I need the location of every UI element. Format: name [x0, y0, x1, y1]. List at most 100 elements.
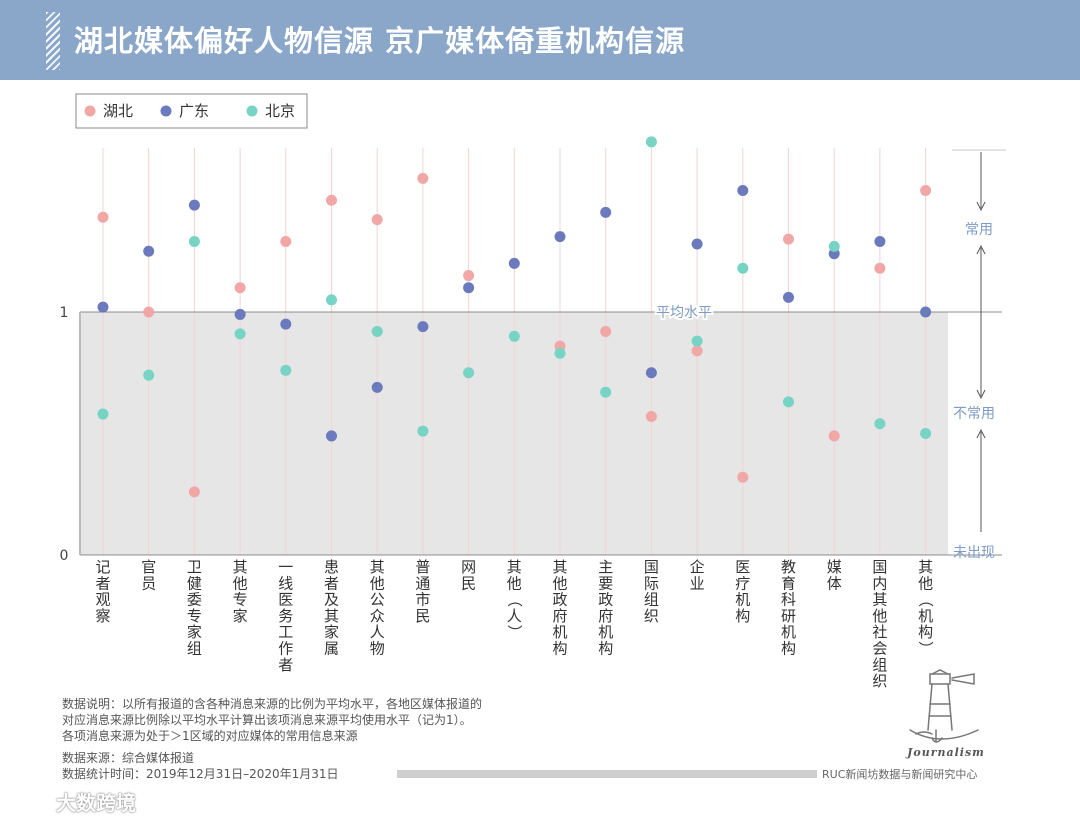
data-point-湖北 [874, 262, 886, 274]
category-label-char: 作 [278, 640, 293, 658]
region-label-common: 常用 [965, 222, 993, 238]
category-label-char: 组 [187, 640, 202, 658]
data-point-湖北 [783, 233, 794, 245]
credit-text: RUC新闻坊数据与新闻研究中心 [822, 768, 978, 781]
category-label-char: 构 [598, 640, 613, 658]
category-label-char: 员 [141, 574, 156, 592]
y-tick-label: 1 [60, 305, 69, 321]
watermark: 大数跨境 [8, 787, 136, 816]
category-label-char: 记 [95, 558, 110, 576]
page-title: 湖北媒体偏好人物信源 京广媒体倚重机构信源 [74, 24, 686, 58]
category-label-char: 组 [872, 656, 887, 674]
category-label-char: 府 [552, 607, 567, 625]
header-banner: 湖北媒体偏好人物信源 京广媒体倚重机构信源 [0, 0, 1080, 80]
category-label-char: 线 [278, 574, 293, 592]
data-point-广东 [783, 291, 794, 303]
region-label-absent: 未出现 [953, 545, 995, 561]
category-label-char: 其 [370, 558, 385, 576]
data-point-广东 [874, 236, 886, 248]
lighthouse-logo-icon [909, 669, 979, 743]
notes-block: 数据说明：以所有报道的含各种消息来源的比例为平均水平，各地区媒体报道的 对应消息… [62, 696, 582, 782]
data-point-北京 [463, 367, 475, 379]
data-point-北京 [97, 408, 109, 420]
category-label-char: 工 [278, 623, 293, 641]
watermark-text: 大数跨境 [56, 791, 136, 815]
category-label-char: 医 [735, 558, 750, 576]
category-label-char: 及 [324, 591, 339, 609]
note-line-3: 各项消息来源为处于＞1区域的对应媒体的常用信息来源 [62, 729, 358, 743]
category-label-char: 其 [233, 558, 248, 576]
data-point-北京 [645, 136, 657, 148]
data-point-湖北 [691, 345, 703, 357]
category-label-char: 物 [370, 640, 385, 658]
category-label-char: 科 [781, 591, 796, 609]
category-label-char: 构 [552, 640, 567, 658]
category-label-char: 观 [95, 591, 110, 609]
category-label-char: 机 [552, 623, 567, 641]
header-stripes-decoration [46, 12, 60, 70]
data-point-湖北 [188, 486, 200, 498]
category-label-char: 其 [872, 591, 887, 609]
arrow-down-icon [976, 389, 986, 400]
category-label-char: 政 [552, 591, 567, 609]
data-point-广东 [234, 308, 246, 320]
category-label-char: 研 [781, 607, 796, 625]
category-label-char: ） [917, 641, 935, 656]
category-label-char: 构 [735, 607, 750, 625]
legend-label: 湖北 [103, 102, 133, 120]
data-point-广东 [143, 245, 155, 257]
data-point-北京 [691, 335, 703, 347]
data-point-广东 [508, 257, 520, 269]
data-point-广东 [554, 231, 566, 243]
legend-label: 广东 [179, 102, 209, 120]
category-label-char: 国 [872, 558, 887, 576]
category-label-char: 其 [324, 607, 339, 625]
y-tick-label: 0 [60, 548, 69, 564]
data-point-广东 [645, 367, 657, 379]
category-label-char: 者 [95, 574, 110, 592]
category-label-char: 医 [278, 591, 293, 609]
data-point-湖北 [143, 306, 155, 318]
data-point-广东 [326, 430, 337, 442]
watermark-logo-icon [9, 792, 47, 809]
category-label-char: 众 [370, 607, 385, 625]
data-period-note: 数据统计时间：2019年12月31日–2020年1月31日 [62, 767, 339, 781]
category-label-char: 主 [598, 558, 613, 576]
category-label-char: 他 [507, 574, 522, 592]
average-level-label: 平均水平 [656, 305, 712, 321]
category-label-char: 市 [415, 591, 430, 609]
category-label-char: 他 [552, 574, 567, 592]
category-label-char: 人 [370, 623, 385, 641]
data-point-北京 [874, 418, 886, 430]
legend-box [75, 93, 308, 129]
category-label-char: 疗 [735, 574, 750, 592]
data-point-北京 [143, 369, 155, 381]
category-label-char: 要 [598, 574, 613, 592]
legend-marker-湖北 [84, 105, 96, 117]
category-label-char: 企 [690, 558, 705, 576]
data-point-湖北 [417, 172, 429, 184]
category-label-char: 家 [187, 623, 202, 641]
legend-marker-北京 [246, 105, 258, 117]
category-label-char: 专 [187, 607, 202, 625]
category-label-char: 他 [370, 574, 385, 592]
region-label-uncommon: 不常用 [953, 406, 995, 422]
data-point-北京 [600, 386, 612, 398]
data-point-北京 [326, 294, 337, 306]
note-line-2: 对应消息来源比例除以平均水平计算出该项消息来源平均使用水平（记为1）。 [62, 713, 472, 727]
data-point-湖北 [645, 410, 657, 422]
category-label-char: 际 [644, 574, 659, 592]
data-point-广东 [417, 321, 429, 333]
category-label-char: 其 [918, 558, 933, 576]
category-label-char: 社 [872, 623, 887, 641]
category-label-char: 织 [872, 672, 887, 690]
category-label-char: 者 [324, 574, 339, 592]
data-point-北京 [737, 262, 749, 274]
arrow-down-icon [976, 201, 986, 212]
category-label-char: 机 [781, 623, 796, 641]
data-point-湖北 [737, 471, 749, 483]
category-label-char: 府 [598, 607, 613, 625]
logo-text: Journalism [907, 746, 985, 759]
category-label-char: 机 [735, 591, 750, 609]
data-point-北京 [234, 328, 246, 340]
